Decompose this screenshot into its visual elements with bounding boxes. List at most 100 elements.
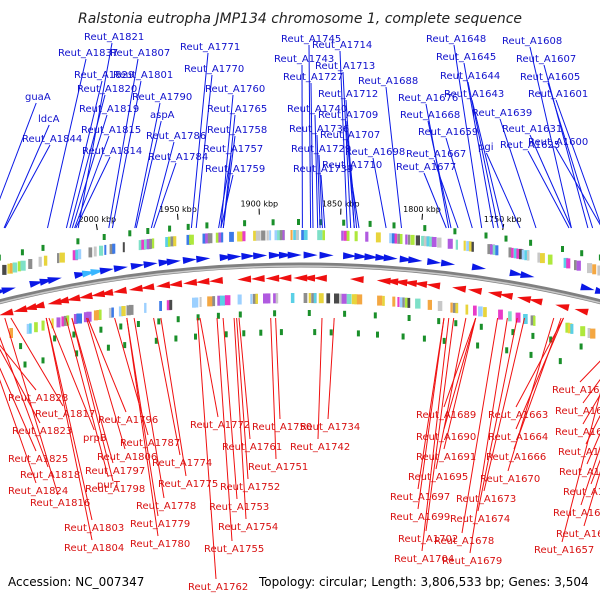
feature-block xyxy=(78,249,82,260)
leader-line-bottom xyxy=(483,317,525,492)
forward-gene-arrow xyxy=(227,253,242,261)
leader-line-top xyxy=(485,152,521,229)
leader-line-bottom xyxy=(579,360,600,383)
backbone-ring xyxy=(0,262,600,305)
feature-block xyxy=(282,230,285,241)
feature-block xyxy=(399,297,404,308)
marker-block xyxy=(407,315,411,321)
forward-gene-arrow xyxy=(440,259,456,267)
gene-label-top: Reut_A1631 xyxy=(502,124,562,135)
gene-label-top: guaA xyxy=(25,92,51,103)
marker-block xyxy=(128,230,132,237)
leader-line-bottom xyxy=(585,414,600,445)
feature-block xyxy=(407,297,411,308)
reverse-gene-arrow xyxy=(237,275,252,283)
reverse-gene-arrow xyxy=(99,288,114,296)
leader-line-top xyxy=(195,74,213,229)
scale-tick-label: 1750 kbp xyxy=(484,215,522,224)
gene-label-bottom: Reut_A1778 xyxy=(136,501,196,512)
gene-label-bottom: Reut_A1806 xyxy=(97,452,157,463)
gene-label-bottom: Reut_A1636 xyxy=(552,385,600,396)
gene-label-bottom: Reut_A1699 xyxy=(390,512,450,523)
scale-tick-label: 1900 kbp xyxy=(240,200,278,209)
leader-line-bottom xyxy=(443,317,477,408)
gene-label-top: Reut_A1814 xyxy=(82,146,142,157)
leader-line-bottom xyxy=(45,317,93,521)
gene-label-bottom: Reut_A1678 xyxy=(434,536,494,547)
gene-label-top: Reut_A1844 xyxy=(22,134,82,145)
feature-block xyxy=(41,320,45,331)
feature-block xyxy=(351,294,357,305)
marker-block xyxy=(168,225,172,232)
forward-gene-arrow xyxy=(278,251,293,259)
leader-line-bottom xyxy=(160,317,187,477)
gene-label-top: Reut_A1601 xyxy=(528,89,588,100)
feature-block xyxy=(508,311,512,322)
gene-label-top: Reut_A1757 xyxy=(203,144,263,155)
leader-line-top xyxy=(314,114,319,229)
marker-block xyxy=(453,228,457,235)
feature-block xyxy=(473,305,477,316)
leader-line-top xyxy=(77,42,113,229)
reverse-gene-arrow xyxy=(13,305,28,313)
leader-line-top xyxy=(222,135,236,229)
marker-block xyxy=(238,311,242,318)
gene-label-top: Reut_A1709 xyxy=(318,110,378,121)
marker-block xyxy=(342,219,346,226)
feature-block xyxy=(455,239,458,250)
feature-block xyxy=(570,323,574,334)
gene-label-top: Reut_A1688 xyxy=(358,76,418,87)
marker-block xyxy=(401,333,405,340)
feature-block xyxy=(421,235,425,246)
marker-block xyxy=(373,312,377,319)
leader-line-bottom xyxy=(71,317,114,464)
gene-labels: guaAldcAReut_A1844Reut_A1837Reut_A1829Re… xyxy=(8,32,600,593)
marker-block xyxy=(437,318,441,325)
leader-line-top xyxy=(385,86,402,229)
gene-label-bottom: Reut_A1753 xyxy=(209,502,269,513)
feature-block xyxy=(273,293,278,304)
scale-tick xyxy=(95,223,98,231)
feature-block xyxy=(144,302,147,313)
leader-line-top xyxy=(75,156,111,229)
feature-block xyxy=(73,314,78,324)
feature-block xyxy=(492,244,496,255)
marker-block xyxy=(529,239,533,246)
reverse-gene-arrow xyxy=(393,279,408,287)
reverse-gene-arrow xyxy=(528,298,543,306)
feature-block xyxy=(377,295,383,306)
gene-label-bottom: Reut_A1695 xyxy=(408,472,468,483)
forward-gene-arrow xyxy=(29,281,44,288)
feature-block xyxy=(34,322,38,333)
leader-line-top xyxy=(527,150,570,229)
leader-line-bottom xyxy=(469,317,508,554)
leader-line-top xyxy=(74,135,110,229)
feature-block xyxy=(275,293,279,304)
feature-block xyxy=(405,297,408,308)
feature-block xyxy=(587,263,593,274)
marker-block xyxy=(123,342,127,349)
reverse-gene-arrow xyxy=(467,288,483,295)
forward-gene-arrow xyxy=(408,256,423,264)
leader-line-bottom xyxy=(270,317,277,460)
gene-label-top: Reut_A1729 xyxy=(291,144,351,155)
feature-block xyxy=(93,310,98,321)
gene-label-top: Reut_A1712 xyxy=(318,89,378,100)
leader-line-bottom xyxy=(197,317,217,580)
feature-block xyxy=(410,234,415,245)
gene-label-top: Reut_A1644 xyxy=(440,71,500,82)
feature-block xyxy=(108,307,113,318)
feature-block xyxy=(72,250,78,261)
feature-block xyxy=(478,306,483,317)
feature-block xyxy=(59,252,65,263)
feature-block xyxy=(152,238,155,249)
gene-label-bottom: Reut_A1779 xyxy=(130,519,190,530)
feature-block xyxy=(252,293,258,304)
leader-line-bottom xyxy=(233,317,247,520)
leader-line-top xyxy=(555,147,600,226)
feature-block xyxy=(354,231,358,242)
forward-gene-arrow xyxy=(253,252,268,260)
gene-label-bottom: Reut_A1775 xyxy=(158,479,218,490)
feature-block xyxy=(28,259,33,269)
marker-block xyxy=(504,235,508,242)
